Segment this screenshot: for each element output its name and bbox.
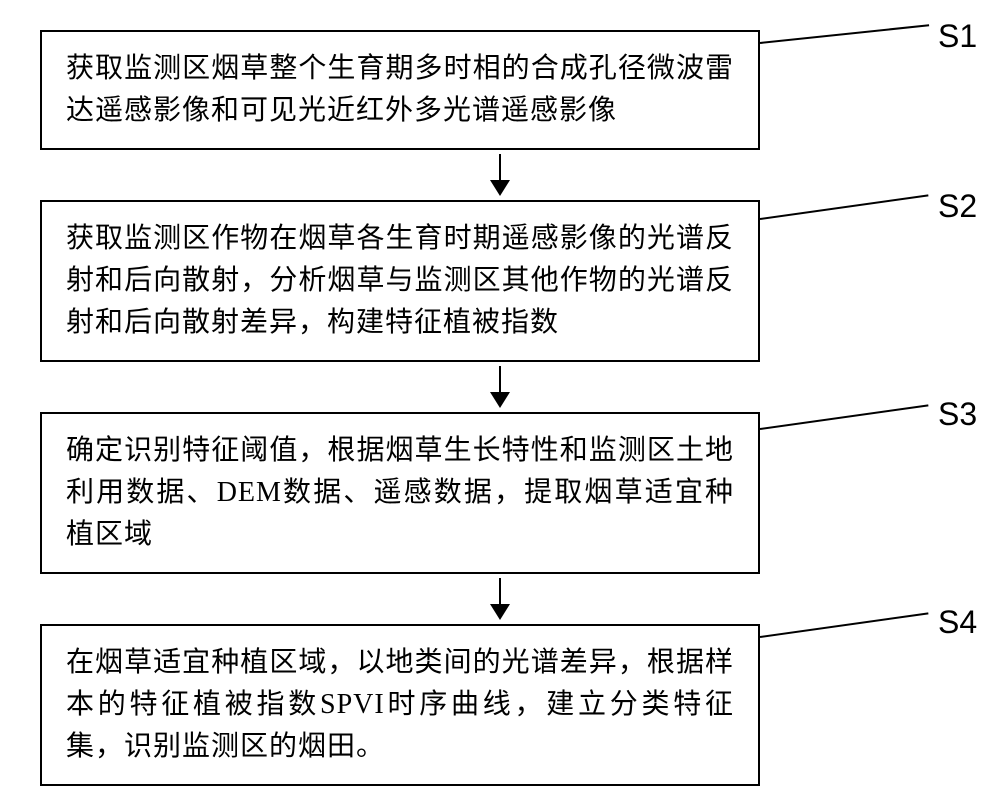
step-text-3: 确定识别特征阈值，根据烟草生长特性和监测区土地利用数据、DEM数据、遥感数据，提… [66, 430, 734, 556]
step-row-3: 确定识别特征阈值，根据烟草生长特性和监测区土地利用数据、DEM数据、遥感数据，提… [40, 412, 960, 574]
step-row-4: 在烟草适宜种植区域，以地类间的光谱差异，根据样本的特征植被指数SPVI时序曲线，… [40, 624, 960, 786]
step-label-3: S3 [938, 396, 977, 433]
step-label-4: S4 [938, 604, 977, 641]
flowchart-container: 获取监测区烟草整个生育期多时相的合成孔径微波雷达遥感影像和可见光近红外多光谱遥感… [40, 30, 960, 786]
step-label-1: S1 [938, 18, 977, 55]
step-row-2: 获取监测区作物在烟草各生育时期遥感影像的光谱反射和后向散射，分析烟草与监测区其他… [40, 200, 960, 362]
step-text-2: 获取监测区作物在烟草各生育时期遥感影像的光谱反射和后向散射，分析烟草与监测区其他… [66, 218, 734, 344]
arrow-head-2 [490, 392, 510, 408]
arrow-3 [140, 578, 860, 620]
arrow-head-1 [490, 180, 510, 196]
step-label-2: S2 [938, 188, 977, 225]
arrow-line-1 [499, 154, 501, 180]
arrow-line-2 [499, 366, 501, 392]
step-box-2: 获取监测区作物在烟草各生育时期遥感影像的光谱反射和后向散射，分析烟草与监测区其他… [40, 200, 760, 362]
step-text-1: 获取监测区烟草整个生育期多时相的合成孔径微波雷达遥感影像和可见光近红外多光谱遥感… [66, 48, 734, 132]
arrow-line-3 [499, 578, 501, 604]
arrow-1 [140, 154, 860, 196]
arrow-2 [140, 366, 860, 408]
arrow-head-3 [490, 604, 510, 620]
step-row-1: 获取监测区烟草整个生育期多时相的合成孔径微波雷达遥感影像和可见光近红外多光谱遥感… [40, 30, 960, 150]
step-box-1: 获取监测区烟草整个生育期多时相的合成孔径微波雷达遥感影像和可见光近红外多光谱遥感… [40, 30, 760, 150]
step-box-3: 确定识别特征阈值，根据烟草生长特性和监测区土地利用数据、DEM数据、遥感数据，提… [40, 412, 760, 574]
step-text-4: 在烟草适宜种植区域，以地类间的光谱差异，根据样本的特征植被指数SPVI时序曲线，… [66, 642, 734, 768]
step-box-4: 在烟草适宜种植区域，以地类间的光谱差异，根据样本的特征植被指数SPVI时序曲线，… [40, 624, 760, 786]
